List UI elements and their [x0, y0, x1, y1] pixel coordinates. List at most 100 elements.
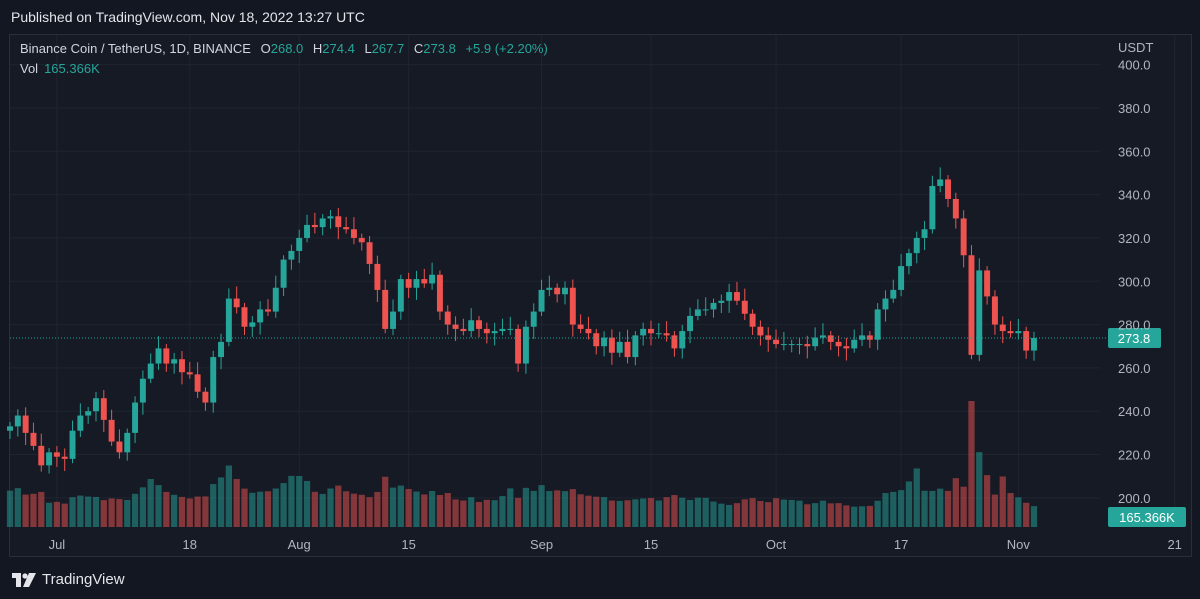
candle-body	[562, 287, 568, 295]
volume-bar	[741, 499, 748, 527]
volume-bar	[726, 504, 733, 527]
candle-body	[819, 335, 826, 338]
candle-body	[585, 328, 592, 334]
candle-body	[577, 324, 584, 329]
volume-bar	[163, 491, 170, 527]
volume-bar	[366, 497, 373, 527]
volume-bar	[45, 502, 53, 527]
last-volume-badge	[1108, 507, 1186, 527]
volume-bar	[843, 505, 850, 527]
candle-body	[616, 341, 623, 353]
candle-body	[679, 331, 686, 349]
x-tick-label: 18	[183, 537, 197, 552]
volume-bar	[538, 485, 545, 527]
candle-body	[827, 335, 834, 342]
volume-bar	[460, 500, 467, 527]
candle-body	[554, 287, 561, 295]
candle-body	[663, 333, 670, 336]
candle-body	[788, 344, 795, 346]
volume-bar	[217, 477, 225, 527]
volume-bar	[772, 498, 780, 527]
y-tick-label: 400.0	[1118, 58, 1151, 73]
volume-bar	[788, 499, 795, 527]
high-key: H	[312, 41, 323, 56]
candle-body	[327, 216, 334, 219]
high-value: 274.4	[322, 41, 355, 56]
volume-bar	[780, 499, 787, 527]
candle-body	[710, 302, 717, 310]
volume-bar	[491, 500, 498, 527]
candle-body	[952, 198, 959, 219]
volume-bar	[952, 478, 959, 527]
open-value: 268.0	[270, 41, 304, 56]
published-note: Published on TradingView.com, Nov 18, 20…	[11, 9, 365, 25]
candle-body	[851, 339, 858, 349]
last-volume-label: 165.366K	[1119, 510, 1175, 525]
candle-body	[890, 289, 897, 299]
volume-bar	[968, 401, 975, 527]
volume-bar	[397, 485, 404, 527]
volume-bar	[702, 497, 709, 527]
candle-body	[608, 337, 615, 353]
candle-body	[210, 357, 217, 403]
volume-bar	[350, 493, 358, 527]
volume-bar	[585, 495, 592, 527]
volume-bar	[288, 475, 295, 527]
candle-body	[30, 432, 37, 446]
candle-body	[202, 391, 209, 403]
volume-bar	[38, 491, 45, 527]
volume-bar	[640, 498, 647, 527]
volume-bar	[155, 485, 162, 527]
candle-body	[843, 346, 850, 349]
candle-body	[976, 270, 983, 355]
candle-body	[132, 402, 139, 433]
candle-body	[648, 328, 654, 334]
candle-body	[882, 298, 889, 310]
candle-body	[601, 337, 608, 347]
low-value: 267.7	[371, 41, 405, 56]
candle-body	[53, 452, 60, 457]
candle-body	[296, 237, 303, 251]
candle-body	[249, 322, 256, 327]
candle-body	[22, 415, 29, 433]
tradingview-logo[interactable]: TradingView	[12, 571, 125, 588]
volume-bar	[30, 493, 37, 527]
candle-body	[804, 344, 811, 347]
candle-body	[257, 309, 264, 323]
candle-body	[155, 348, 162, 364]
volume-bar	[22, 494, 29, 527]
volume-bar	[92, 496, 100, 527]
close-value: 273.8	[423, 41, 456, 56]
candle-body	[38, 445, 45, 466]
candle-body	[491, 331, 498, 334]
y-tick-label: 320.0	[1118, 231, 1151, 246]
volume-bar	[147, 479, 154, 527]
volume-bar	[507, 488, 514, 527]
volume-bar	[632, 499, 639, 527]
candle-body	[718, 300, 725, 303]
candle-body	[515, 328, 522, 364]
volume-bar	[499, 496, 506, 527]
candle-body	[77, 415, 84, 431]
volume-bar	[342, 491, 350, 527]
volume-bar	[61, 503, 68, 527]
candle-body	[444, 311, 451, 325]
candle-body	[171, 359, 178, 364]
volume-bar	[546, 491, 553, 527]
volume-bar	[264, 491, 272, 527]
candle-body	[46, 452, 53, 466]
volume-bar	[593, 496, 600, 527]
candle-body	[999, 324, 1006, 332]
y-tick-label: 380.0	[1118, 101, 1151, 116]
volume-bar	[475, 502, 483, 527]
candle-body	[7, 426, 13, 431]
volume-bar	[858, 506, 866, 527]
volume-bar	[69, 497, 76, 527]
volume-bar	[897, 490, 905, 527]
volume-bar	[514, 497, 522, 527]
candle-body	[835, 341, 842, 347]
candle-body	[264, 309, 271, 312]
candle-body	[741, 300, 748, 314]
symbol-title[interactable]: Binance Coin / TetherUS, 1D, BINANCE	[20, 41, 251, 56]
